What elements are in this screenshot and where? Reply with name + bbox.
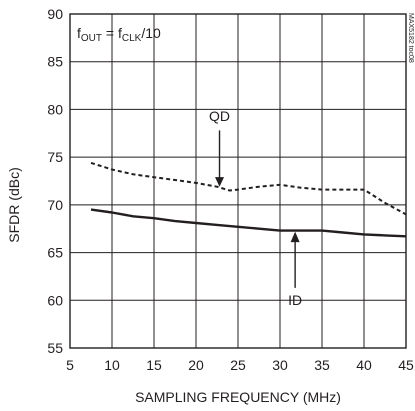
x-tick-label: 10 xyxy=(104,357,120,373)
series-label-id: ID xyxy=(288,292,302,308)
figure-id-label: MAX5182 toc08 xyxy=(407,13,414,63)
y-tick-label: 60 xyxy=(47,292,63,308)
y-tick-label: 75 xyxy=(47,149,63,165)
condition-annotation: fOUT = fCLK/10 xyxy=(77,25,161,44)
condition-mid-sub: CLK xyxy=(122,33,142,44)
y-tick-label: 70 xyxy=(47,197,63,213)
x-tick-label: 35 xyxy=(314,357,330,373)
condition-suffix: /10 xyxy=(141,25,161,41)
x-tick-label: 40 xyxy=(356,357,372,373)
series-layer xyxy=(90,161,407,238)
series-line-qd xyxy=(90,161,407,216)
y-tick-label: 65 xyxy=(47,245,63,261)
x-tick-label: 25 xyxy=(230,357,246,373)
tick-labels: 5 10 15 20 25 30 35 40 45 55 60 65 70 75 80 85 90 xyxy=(47,6,414,373)
grid xyxy=(70,14,406,348)
condition-prefix: f xyxy=(77,25,81,41)
series-line-id xyxy=(90,208,407,238)
x-tick-label: 15 xyxy=(146,357,162,373)
y-axis-label: SFDR (dBc) xyxy=(6,167,22,242)
y-tick-label: 85 xyxy=(47,54,63,70)
series-label-qd: QD xyxy=(209,108,230,124)
x-tick-label: 20 xyxy=(188,357,204,373)
x-tick-label: 30 xyxy=(272,357,288,373)
x-tick-label: 45 xyxy=(398,357,414,373)
plot-frame xyxy=(69,13,407,349)
x-axis-label: SAMPLING FREQUENCY (MHz) xyxy=(135,389,341,405)
y-tick-label: 55 xyxy=(47,340,63,356)
annotations: QD ID xyxy=(209,108,302,308)
y-tick-label: 80 xyxy=(47,101,63,117)
condition-prefix-sub: OUT xyxy=(81,33,102,44)
y-tick-label: 90 xyxy=(47,6,63,22)
qd-arrowhead xyxy=(215,177,225,187)
x-tick-label: 5 xyxy=(66,357,74,373)
id-arrowhead xyxy=(290,231,300,243)
condition-mid: = f xyxy=(102,25,122,41)
